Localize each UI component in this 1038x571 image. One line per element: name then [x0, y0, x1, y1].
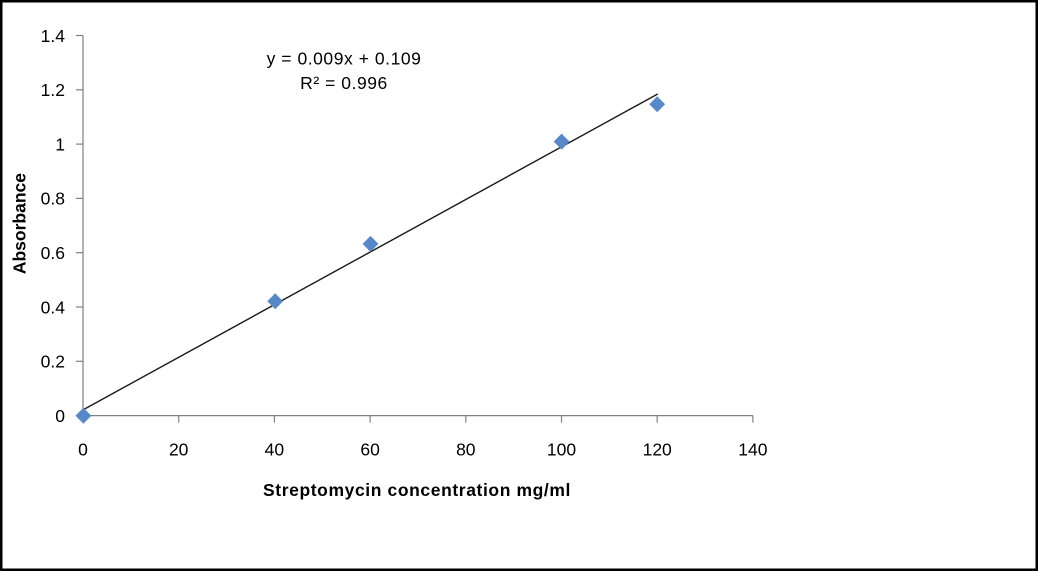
svg-text:0.6: 0.6	[41, 243, 65, 263]
svg-text:0.4: 0.4	[41, 297, 66, 317]
svg-text:80: 80	[456, 440, 476, 460]
svg-text:0: 0	[55, 406, 65, 426]
svg-text:20: 20	[169, 440, 189, 460]
svg-text:Absorbance: Absorbance	[10, 173, 30, 274]
svg-text:0.8: 0.8	[41, 189, 65, 209]
svg-text:140: 140	[738, 440, 767, 460]
svg-text:100: 100	[547, 440, 576, 460]
svg-text:1.2: 1.2	[41, 80, 65, 100]
svg-text:0: 0	[78, 440, 88, 460]
svg-text:60: 60	[360, 440, 380, 460]
svg-text:120: 120	[643, 440, 672, 460]
svg-text:40: 40	[265, 440, 285, 460]
svg-text:0.2: 0.2	[41, 352, 65, 372]
svg-text:y = 0.009x + 0.109: y = 0.009x + 0.109	[267, 49, 422, 69]
svg-text:Streptomycin concentration mg/: Streptomycin concentration mg/ml	[263, 480, 571, 500]
svg-text:R² = 0.996: R² = 0.996	[300, 73, 388, 93]
svg-text:1: 1	[55, 134, 65, 154]
svg-text:1.4: 1.4	[41, 26, 66, 46]
